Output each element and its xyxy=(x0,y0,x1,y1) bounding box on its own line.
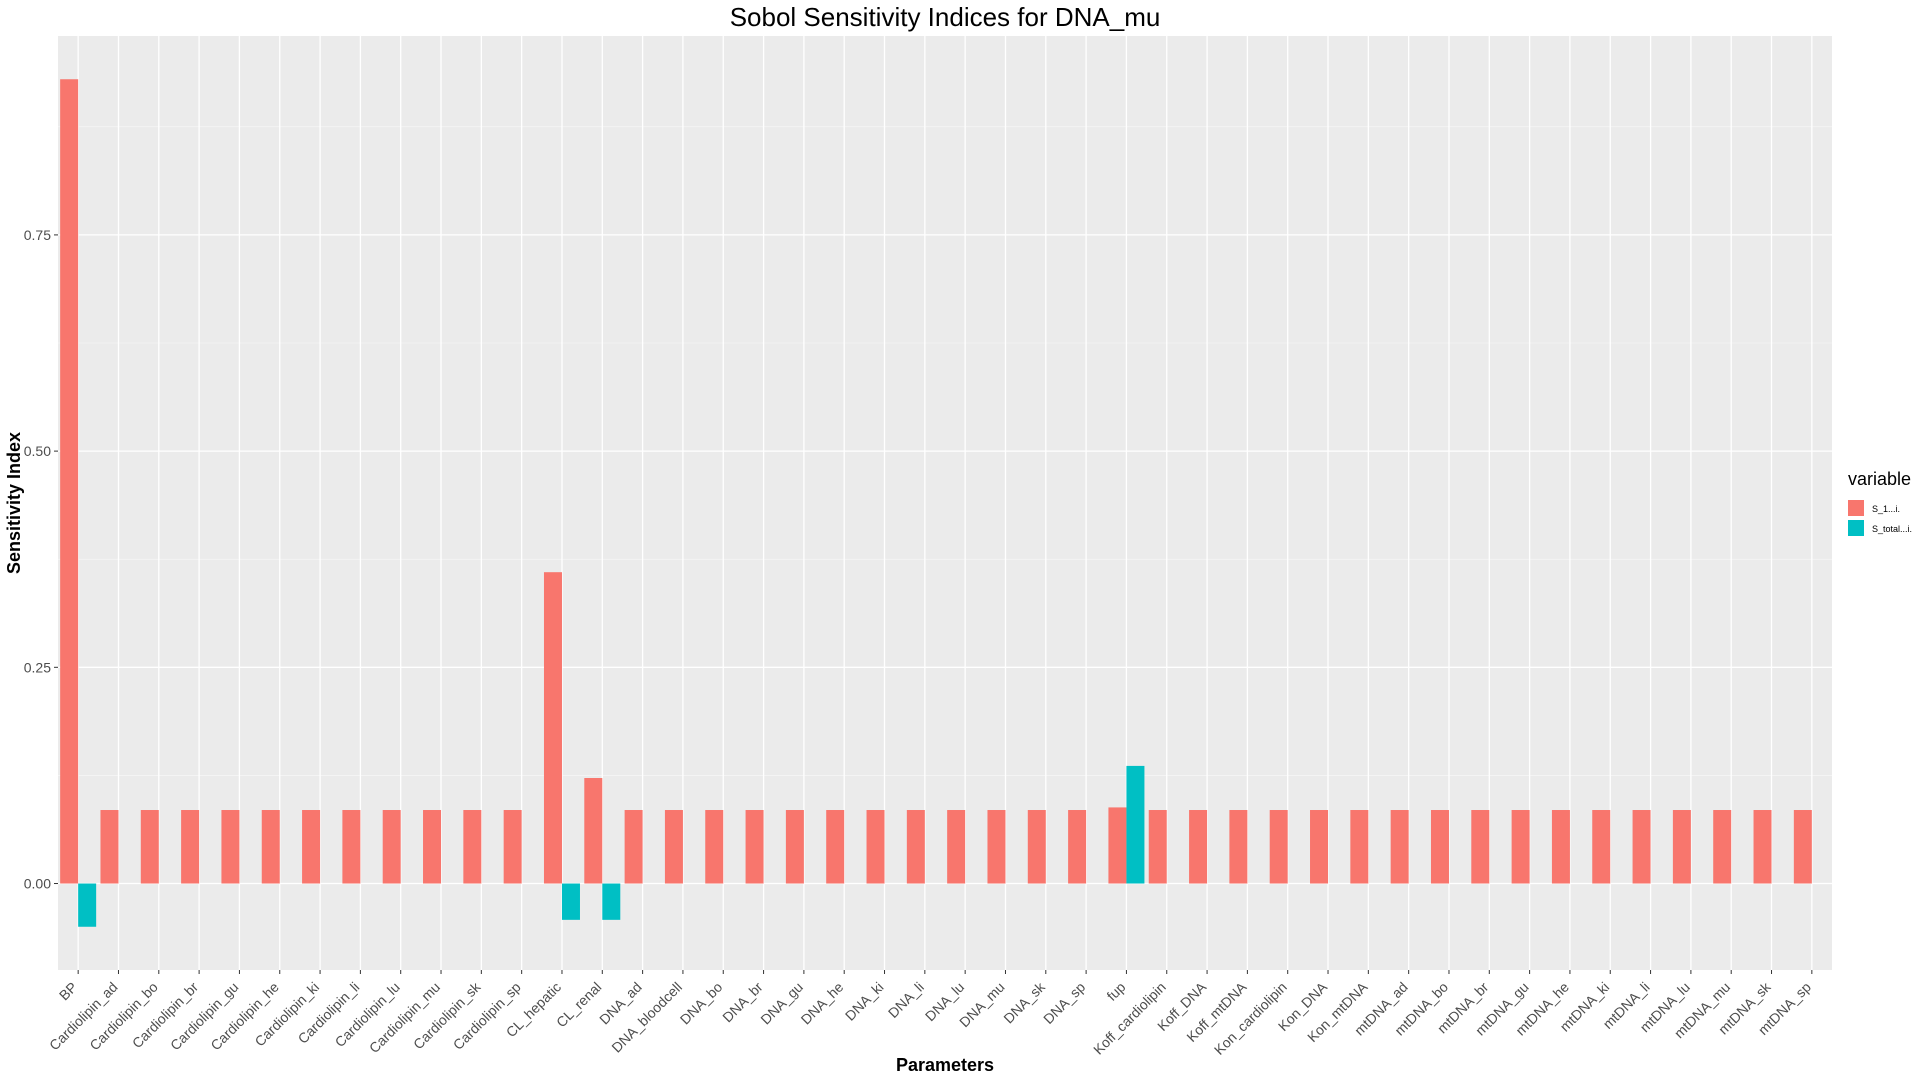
bar-s1-koff_cardiolipin xyxy=(1148,810,1167,884)
x-axis-title: Parameters xyxy=(896,1055,994,1075)
bar-s1-mtdna_sp xyxy=(1793,810,1812,884)
legend-label-s1: S_1...i. xyxy=(1872,504,1900,514)
bar-s1-cl_renal xyxy=(584,778,603,884)
x-tick-label: fup xyxy=(1103,979,1128,1004)
x-tick-label: DNA_he xyxy=(798,979,847,1028)
bar-s1-cardiolipin_lu xyxy=(382,810,401,884)
bar-s1-cardiolipin_sk xyxy=(463,810,482,884)
bar-stotal-fup xyxy=(1126,765,1145,884)
bar-s1-cardiolipin_mu xyxy=(423,810,442,884)
x-tick-label: BP xyxy=(56,979,81,1004)
bar-s1-dna_he xyxy=(826,810,845,884)
bar-s1-mtdna_li xyxy=(1632,810,1651,884)
legend-title: variable xyxy=(1848,469,1911,489)
x-tick-label: DNA_ki xyxy=(842,979,887,1024)
bar-s1-dna_lu xyxy=(947,810,966,884)
bar-s1-mtdna_sk xyxy=(1753,810,1772,884)
y-tick-label: 0.00 xyxy=(24,876,51,892)
bar-s1-mtdna_bo xyxy=(1430,810,1449,884)
bar-stotal-cl_renal xyxy=(602,883,621,920)
bar-s1-cardiolipin_ad xyxy=(100,810,119,884)
bar-s1-koff_dna xyxy=(1189,810,1208,884)
x-tick-label: DNA_gu xyxy=(757,979,806,1028)
x-tick-label: DNA_li xyxy=(885,979,927,1021)
bar-s1-mtdna_gu xyxy=(1511,810,1530,884)
x-axis-ticks: BPCardiolipin_adCardiolipin_boCardiolipi… xyxy=(46,970,1814,1058)
bar-stotal-bp xyxy=(78,883,97,927)
bar-s1-cardiolipin_bo xyxy=(140,810,159,884)
bar-s1-koff_mtdna xyxy=(1229,810,1248,884)
legend-key-s1 xyxy=(1848,500,1864,516)
x-tick-label: CL_renal xyxy=(553,979,604,1030)
bar-s1-mtdna_mu xyxy=(1713,810,1732,884)
bar-s1-mtdna_ki xyxy=(1592,810,1611,884)
bar-s1-dna_gu xyxy=(785,810,804,884)
y-tick-label: 0.50 xyxy=(24,443,51,459)
bar-s1-mtdna_lu xyxy=(1672,810,1691,884)
x-tick-label: Koff_cardiolipin xyxy=(1090,979,1169,1058)
legend-key-stotal xyxy=(1848,520,1864,536)
bar-s1-dna_bloodcell xyxy=(664,810,683,884)
bar-s1-fup xyxy=(1108,807,1127,884)
x-tick-label: DNA_mu xyxy=(956,979,1007,1030)
bar-s1-cardiolipin_sp xyxy=(503,810,522,884)
x-tick-label: Cardiolipin_mu xyxy=(366,979,443,1056)
bar-stotal-cl_hepatic xyxy=(561,883,580,920)
x-tick-label: DNA_sp xyxy=(1040,979,1088,1027)
bar-s1-bp xyxy=(60,79,79,884)
chart-title: Sobol Sensitivity Indices for DNA_mu xyxy=(730,2,1161,32)
bar-s1-cardiolipin_ki xyxy=(302,810,321,884)
bar-s1-kon_mtdna xyxy=(1350,810,1369,884)
bar-s1-cardiolipin_li xyxy=(342,810,361,884)
bar-s1-dna_ki xyxy=(866,810,885,884)
y-tick-label: 0.75 xyxy=(24,227,51,243)
bar-s1-cl_hepatic xyxy=(543,572,562,884)
x-tick-label: DNA_sk xyxy=(1000,978,1048,1026)
bar-s1-kon_dna xyxy=(1310,810,1329,884)
bar-s1-mtdna_ad xyxy=(1390,810,1409,884)
y-tick-label: 0.25 xyxy=(24,659,51,675)
y-axis-title: Sensitivity Index xyxy=(4,432,24,574)
legend: variable S_1...i. S_total...i. xyxy=(1848,469,1912,536)
bar-s1-mtdna_he xyxy=(1551,810,1570,884)
bar-s1-dna_sk xyxy=(1027,810,1046,884)
legend-label-stotal: S_total...i. xyxy=(1872,524,1912,534)
bar-s1-dna_sp xyxy=(1068,810,1087,884)
y-axis-ticks: 0.00 0.25 0.50 0.75 xyxy=(24,227,58,892)
bars xyxy=(60,79,1812,927)
bar-s1-dna_ad xyxy=(624,810,643,884)
bar-s1-cardiolipin_gu xyxy=(221,810,240,884)
x-tick-label: DNA_bo xyxy=(677,979,726,1028)
bar-s1-dna_br xyxy=(745,810,764,884)
bar-s1-dna_li xyxy=(906,810,925,884)
bar-s1-cardiolipin_he xyxy=(261,810,280,884)
bar-s1-kon_cardiolipin xyxy=(1269,810,1288,884)
bar-s1-dna_bo xyxy=(705,810,724,884)
bar-s1-cardiolipin_br xyxy=(181,810,200,884)
bar-s1-mtdna_br xyxy=(1471,810,1490,884)
bar-s1-dna_mu xyxy=(987,810,1006,884)
x-tick-label: DNA_bloodcell xyxy=(608,979,685,1056)
